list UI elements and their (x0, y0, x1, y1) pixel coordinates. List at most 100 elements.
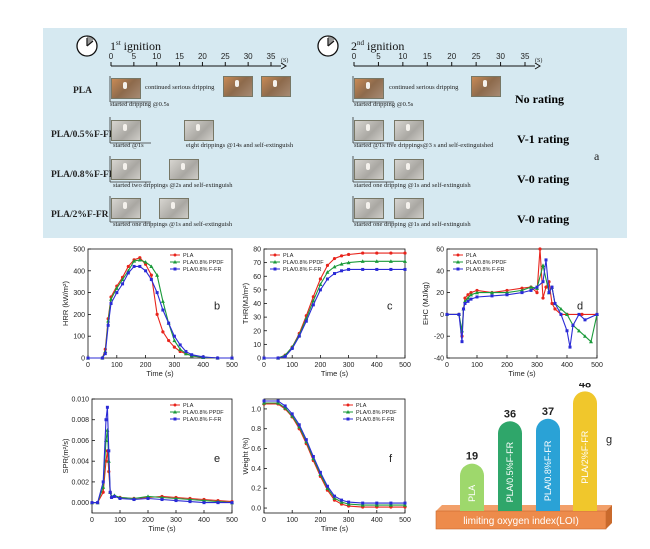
y-tick-label: 50 (253, 287, 261, 294)
data-point (333, 494, 336, 498)
data-point (262, 400, 266, 405)
data-point (325, 277, 329, 281)
data-point (167, 338, 171, 343)
x-axis-label: Time (s) (321, 369, 349, 378)
data-point (100, 356, 104, 360)
data-point (553, 307, 557, 311)
data-point (403, 503, 407, 507)
data-point (172, 334, 176, 338)
y-tick-label: -40 (434, 356, 444, 363)
x-tick-label: 0 (262, 362, 266, 369)
data-point (475, 288, 479, 293)
data-point (146, 496, 150, 500)
data-point (595, 312, 599, 316)
plot-frame (263, 398, 406, 514)
data-point (126, 264, 130, 269)
x-tick-label: 200 (142, 517, 154, 524)
data-point (550, 301, 554, 306)
panel-label: b (214, 301, 220, 313)
data-point (403, 259, 407, 263)
y-tick-label: 20 (436, 290, 444, 297)
burn-photo (354, 120, 384, 141)
y-axis-label: HRR (kW/m²) (61, 281, 70, 326)
data-point (360, 503, 365, 507)
legend-label: PLA (283, 253, 294, 259)
rating-pla-0-5: V-1 rating (517, 132, 570, 146)
data-point (577, 328, 581, 333)
data-point (325, 486, 330, 490)
data-point (445, 312, 449, 316)
data-point (318, 288, 322, 292)
rating-pla-2: V-0 rating (517, 212, 570, 226)
legend-marker (346, 403, 350, 407)
legend-label: PLA/0.8% F-FR (183, 267, 222, 273)
data-point (318, 470, 322, 474)
legend-marker (456, 267, 460, 271)
burn-photo (471, 76, 501, 97)
x-tick-label: 300 (343, 362, 355, 369)
y-tick-label: 0.010 (71, 397, 89, 404)
loi-bar (536, 418, 560, 511)
first-ignition-title: 1st ignition (110, 39, 162, 53)
row-label-pla-0-5: PLA/0.5%F-FR (51, 130, 116, 140)
data-point (103, 352, 107, 356)
series-line (264, 402, 405, 506)
data-point (553, 302, 557, 305)
x-tick-label: 500 (399, 517, 411, 524)
data-point (161, 308, 165, 312)
legend-marker (346, 410, 350, 414)
y-tick-label: 100 (73, 334, 85, 341)
data-point (580, 312, 584, 316)
timeline-tick-label: 25 (221, 52, 230, 61)
legend-label: PLA/0.8% PPDF (183, 260, 224, 266)
burn-photo (111, 159, 141, 180)
data-point (340, 498, 344, 502)
x-tick-label: 500 (591, 362, 603, 369)
burn-photo (111, 78, 141, 99)
x-tick-label: 300 (531, 362, 543, 369)
timeline-tick-label: 10 (398, 52, 407, 61)
data-point (565, 329, 569, 333)
row-label-pla-0-8: PLA/0.8%F-FR (51, 170, 116, 180)
timeline-tick-label: 15 (175, 52, 184, 61)
x-axis-label: Time (s) (148, 524, 176, 533)
y-tick-label: 0 (257, 356, 261, 363)
data-point (332, 256, 337, 261)
x-tick-label: 400 (198, 517, 210, 524)
data-point (375, 251, 379, 255)
data-point (389, 251, 393, 255)
row-note: continued serious dripping (389, 84, 459, 91)
series-line (264, 403, 405, 508)
data-point (172, 345, 176, 349)
data-point (565, 312, 569, 316)
data-point (541, 296, 545, 300)
legend-label: PLA/0.8% PPDF (283, 260, 324, 266)
data-point (361, 251, 365, 255)
legend-marker (456, 260, 460, 264)
ignition-timeline-graphic: 0 5 10 15 20 25 30 35 0 5 10 15 20 25 30 35 (76, 35, 541, 223)
timeline-arrow (534, 62, 541, 70)
legend-marker (173, 403, 177, 407)
data-point (347, 500, 351, 504)
data-point (311, 454, 315, 458)
data-point (559, 306, 563, 311)
x-tick-label: 200 (501, 362, 513, 369)
data-point (568, 345, 572, 349)
data-point (318, 282, 323, 287)
data-point (339, 261, 344, 266)
loi-bar-label: PLA/0.8%F-FR (543, 440, 553, 501)
y-tick-label: 400 (73, 268, 85, 275)
timeline-tick-label: 20 (447, 52, 456, 61)
data-point (101, 485, 106, 489)
data-point (230, 501, 234, 505)
data-point (216, 356, 220, 360)
data-point (161, 330, 165, 334)
data-point (276, 356, 280, 360)
data-point (535, 291, 539, 295)
row-note: started dripping @0.5s (354, 101, 414, 108)
loi-bar (573, 391, 597, 511)
data-point (389, 267, 393, 271)
data-point (114, 286, 119, 290)
data-point (529, 285, 533, 289)
weight-chart: 0 100 200 300 400 500 0.0 0.2 0.4 0.6 0.8 1.0 Time (… (241, 398, 411, 533)
